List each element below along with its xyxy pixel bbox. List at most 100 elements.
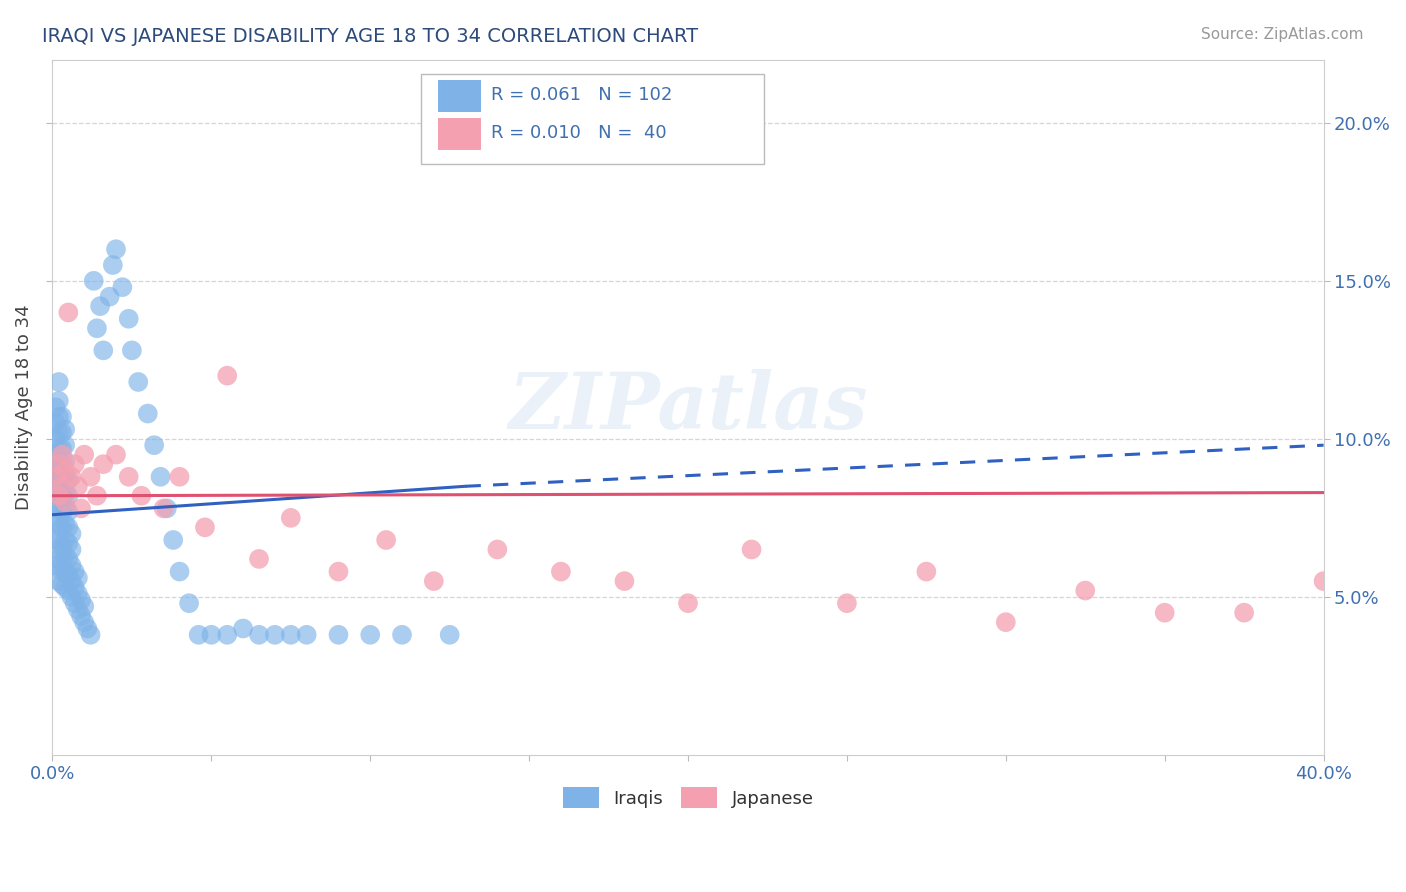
- Point: [51, 448, 73, 462]
- Point: [63, 581, 86, 595]
- Point: [162, 533, 184, 547]
- FancyBboxPatch shape: [420, 73, 765, 164]
- Point: [58, 567, 80, 582]
- Point: [48, 442, 70, 456]
- Point: [1074, 583, 1097, 598]
- Point: [439, 628, 461, 642]
- Point: [70, 593, 93, 607]
- Point: [70, 608, 93, 623]
- Point: [232, 622, 254, 636]
- Point: [53, 549, 76, 563]
- Point: [53, 581, 76, 595]
- Point: [111, 280, 134, 294]
- Point: [91, 343, 114, 358]
- Point: [328, 628, 350, 642]
- Point: [45, 533, 67, 547]
- Point: [60, 526, 83, 541]
- Point: [51, 425, 73, 440]
- Y-axis label: Disability Age 18 to 34: Disability Age 18 to 34: [15, 304, 32, 510]
- Point: [375, 533, 398, 547]
- Point: [60, 590, 83, 604]
- Point: [53, 485, 76, 500]
- Point: [48, 501, 70, 516]
- Point: [53, 470, 76, 484]
- Point: [51, 504, 73, 518]
- Point: [53, 517, 76, 532]
- Point: [118, 470, 141, 484]
- Point: [169, 565, 191, 579]
- Text: ZIPatlas: ZIPatlas: [509, 369, 868, 445]
- Point: [1233, 606, 1256, 620]
- Point: [152, 501, 174, 516]
- Point: [66, 602, 89, 616]
- Point: [79, 470, 101, 484]
- Point: [613, 574, 636, 588]
- Point: [73, 599, 96, 614]
- Point: [51, 489, 73, 503]
- Point: [45, 432, 67, 446]
- Point: [51, 442, 73, 456]
- Point: [51, 409, 73, 424]
- Point: [994, 615, 1017, 629]
- Point: [45, 558, 67, 573]
- Point: [51, 558, 73, 573]
- Point: [143, 438, 166, 452]
- Text: R = 0.061   N = 102: R = 0.061 N = 102: [491, 86, 672, 104]
- Point: [200, 628, 222, 642]
- Point: [105, 448, 128, 462]
- Point: [915, 565, 938, 579]
- Point: [48, 574, 70, 588]
- Point: [98, 290, 121, 304]
- Point: [127, 375, 149, 389]
- Point: [280, 511, 302, 525]
- Point: [51, 520, 73, 534]
- Point: [423, 574, 446, 588]
- Point: [156, 501, 179, 516]
- Point: [58, 473, 80, 487]
- Point: [247, 628, 270, 642]
- Point: [51, 565, 73, 579]
- Legend: Iraqis, Japanese: Iraqis, Japanese: [555, 780, 821, 815]
- Point: [60, 470, 83, 484]
- Point: [60, 542, 83, 557]
- Point: [48, 473, 70, 487]
- Point: [91, 457, 114, 471]
- Point: [66, 479, 89, 493]
- Point: [70, 501, 93, 516]
- Point: [45, 416, 67, 430]
- Point: [51, 473, 73, 487]
- Point: [48, 457, 70, 471]
- Point: [48, 375, 70, 389]
- Point: [58, 489, 80, 503]
- Point: [53, 501, 76, 516]
- Point: [328, 565, 350, 579]
- Point: [359, 628, 381, 642]
- Point: [51, 479, 73, 493]
- Point: [118, 311, 141, 326]
- Text: Source: ZipAtlas.com: Source: ZipAtlas.com: [1201, 27, 1364, 42]
- Point: [86, 321, 108, 335]
- Point: [83, 274, 105, 288]
- Point: [76, 622, 98, 636]
- Point: [1312, 574, 1334, 588]
- Point: [63, 596, 86, 610]
- Point: [58, 552, 80, 566]
- Point: [194, 520, 217, 534]
- Point: [60, 574, 83, 588]
- Point: [63, 457, 86, 471]
- Point: [149, 470, 172, 484]
- FancyBboxPatch shape: [437, 118, 481, 150]
- Point: [48, 393, 70, 408]
- Point: [60, 558, 83, 573]
- Point: [177, 596, 200, 610]
- Point: [73, 615, 96, 629]
- Point: [45, 514, 67, 528]
- Point: [101, 258, 124, 272]
- Point: [51, 546, 73, 560]
- Point: [48, 457, 70, 471]
- Point: [53, 565, 76, 579]
- Point: [48, 533, 70, 547]
- Point: [53, 463, 76, 477]
- Point: [58, 536, 80, 550]
- Point: [48, 517, 70, 532]
